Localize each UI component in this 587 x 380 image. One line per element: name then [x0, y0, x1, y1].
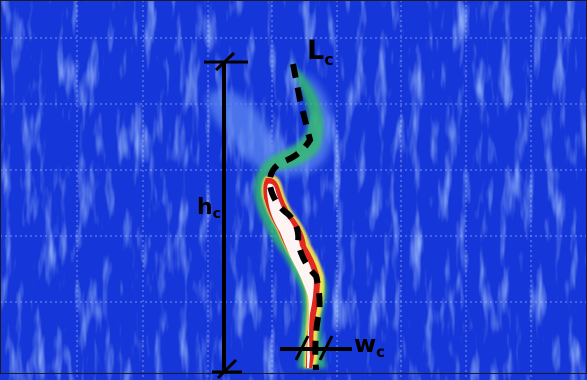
length-label-main: L	[307, 35, 324, 66]
height-top-tick	[214, 51, 236, 72]
height-label: hc	[197, 195, 221, 222]
height-label-sub: c	[213, 206, 221, 222]
annotations: Lc hc wc	[197, 35, 385, 380]
height-bottom-tick	[216, 358, 238, 380]
plume-core	[267, 183, 314, 368]
height-label-main: h	[197, 195, 213, 220]
length-label-sub: c	[324, 50, 333, 69]
plume-upper-cloud	[206, 70, 333, 176]
width-label: wc	[354, 330, 385, 361]
width-label-main: w	[354, 330, 376, 358]
width-label-sub: c	[376, 343, 385, 361]
width-right-tick	[318, 335, 334, 361]
width-left-tick	[294, 335, 310, 361]
length-label: Lc	[307, 35, 334, 69]
